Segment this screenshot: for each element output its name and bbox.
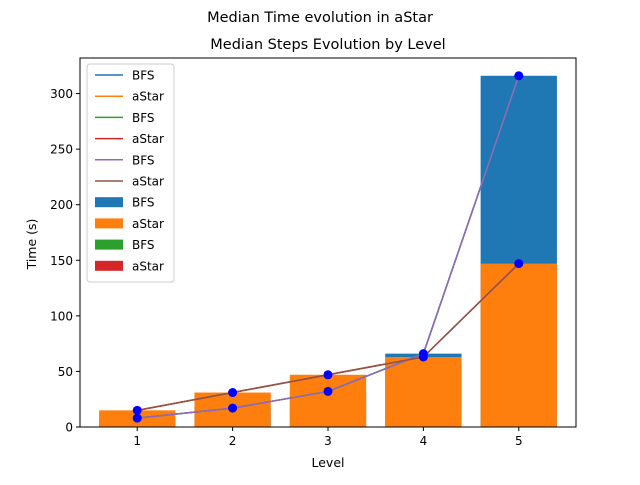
plot-area xyxy=(99,71,557,427)
y-axis-label: Time (s) xyxy=(24,219,39,271)
legend-label-1: BFS xyxy=(132,69,155,83)
y-tick-label-250: 250 xyxy=(50,143,73,157)
marker-series-6-level-3 xyxy=(323,370,333,380)
marker-series-5-level-1 xyxy=(132,413,142,423)
marker-series-5-level-5 xyxy=(514,71,524,81)
legend-patch-swatch-10 xyxy=(95,260,123,271)
legend: BFS aStar BFS aStar BFS aStar BFS aStar BFS aStar xyxy=(86,63,175,283)
chart-title: Median Steps Evolution by Level xyxy=(210,37,445,53)
legend-patch-swatch-9 xyxy=(95,239,123,250)
bar-series-2-level-3 xyxy=(289,374,367,427)
marker-series-6-level-2 xyxy=(228,388,238,398)
marker-series-5-level-2 xyxy=(228,403,238,413)
x-tick-label-1: 1 xyxy=(133,434,141,448)
legend-label-6: aStar xyxy=(132,175,164,189)
figure-suptitle: Median Time evolution in aStar xyxy=(207,10,433,26)
legend-label-3: BFS xyxy=(132,111,155,125)
x-tick-label-5: 5 xyxy=(515,434,523,448)
bar-series-2-level-4 xyxy=(385,356,462,427)
y-tick-label-150: 150 xyxy=(50,254,73,268)
legend-label-7: BFS xyxy=(132,196,155,210)
marker-series-6-level-5 xyxy=(514,259,524,269)
legend-patch-swatch-8 xyxy=(95,218,123,229)
x-axis-label: Level xyxy=(312,455,345,470)
y-tick-label-300: 300 xyxy=(50,87,73,101)
x-tick-label-3: 3 xyxy=(324,434,332,448)
legend-label-8: aStar xyxy=(132,217,164,231)
legend-label-2: aStar xyxy=(132,90,164,104)
x-tick-label-2: 2 xyxy=(229,434,237,448)
y-tick-label-200: 200 xyxy=(50,198,73,212)
legend-label-9: BFS xyxy=(132,238,155,252)
legend-label-4: aStar xyxy=(132,132,164,146)
y-tick-label-50: 50 xyxy=(58,365,73,379)
legend-label-5: BFS xyxy=(132,153,155,167)
bar-series-2-level-5 xyxy=(480,263,557,427)
y-tick-label-100: 100 xyxy=(50,309,73,323)
marker-series-6-level-1 xyxy=(132,405,142,415)
legend-patch-swatch-7 xyxy=(95,197,123,208)
marker-series-6-level-4 xyxy=(418,352,428,362)
x-tick-label-4: 4 xyxy=(420,434,428,448)
y-tick-label-0: 0 xyxy=(65,421,73,435)
legend-label-10: aStar xyxy=(132,259,164,273)
marker-series-5-level-3 xyxy=(323,386,333,396)
